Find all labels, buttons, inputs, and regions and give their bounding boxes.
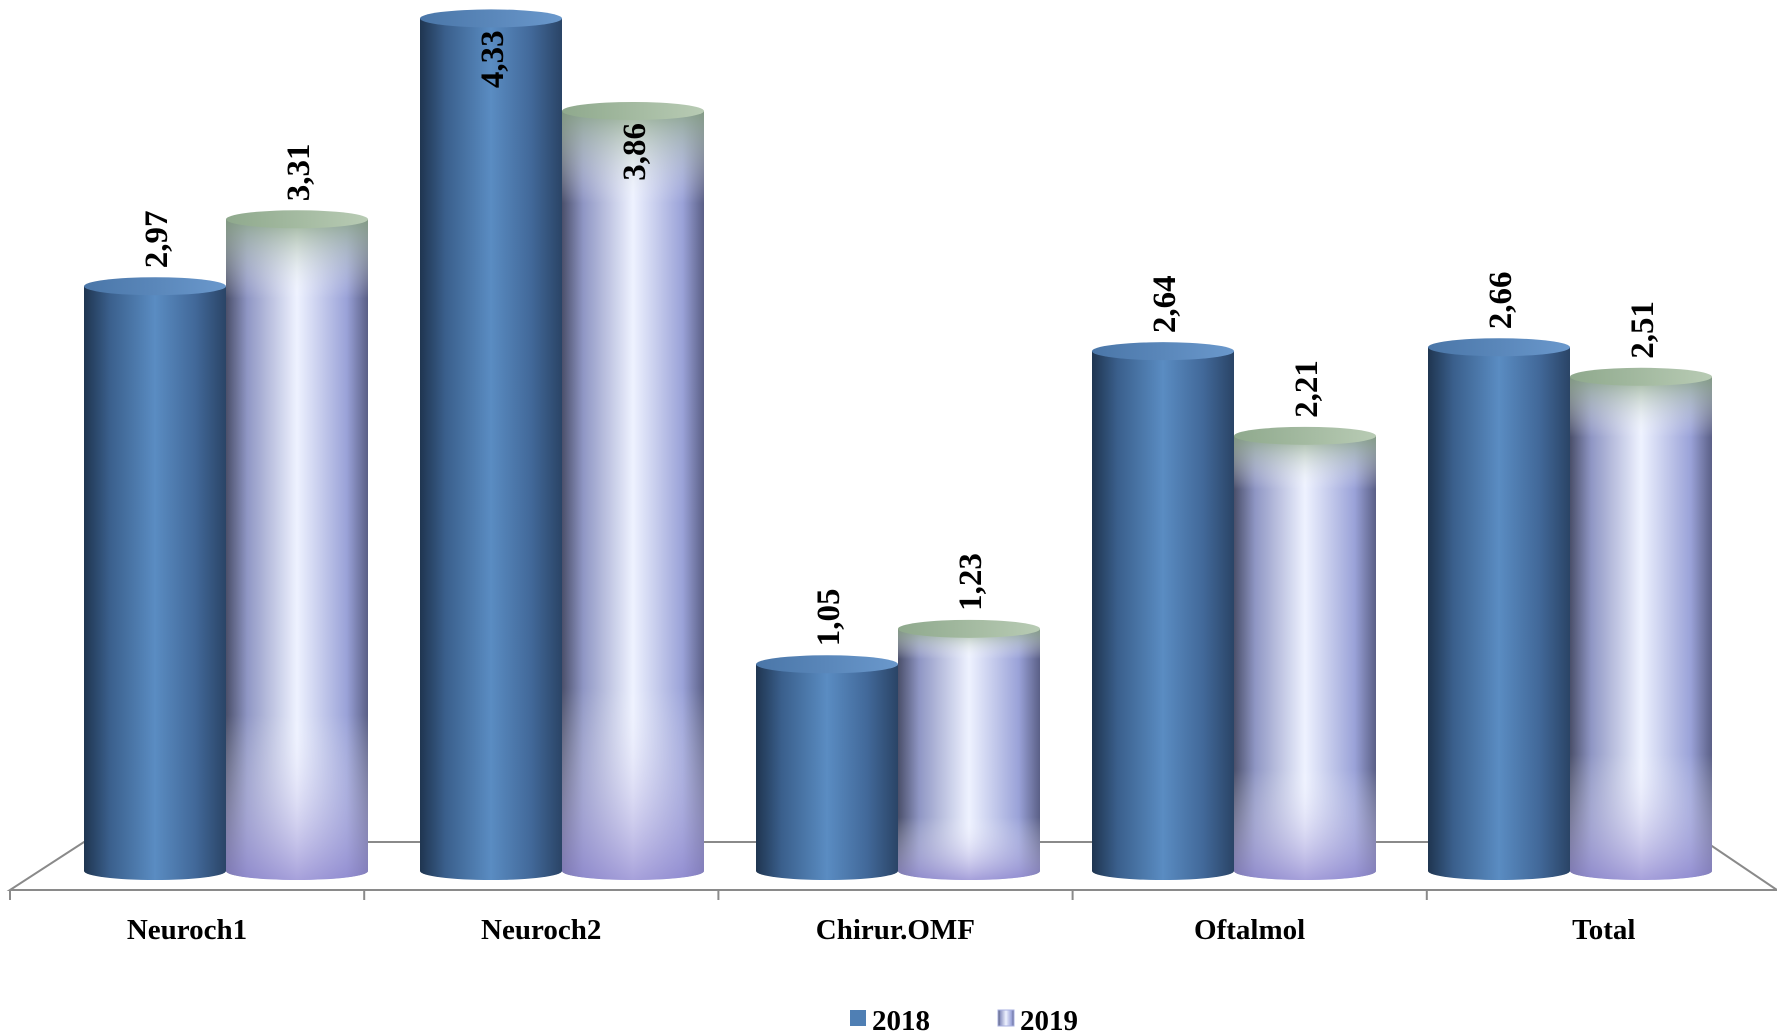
legend: 2018 2019	[850, 1005, 1078, 1033]
data-label-2018-oftalmol: 2,64	[1147, 275, 1183, 333]
data-label-2019-chirur-omf: 1,23	[953, 553, 989, 611]
bar-top	[1570, 367, 1712, 386]
data-label-2018-neuroch1: 2,97	[139, 210, 175, 268]
bar-body	[84, 286, 226, 880]
category-label-neuroch1: Neuroch1	[127, 914, 247, 946]
data-label-2018-chirur-omf: 1,05	[811, 589, 847, 647]
category-labels: Neuroch1 Neuroch2 Chirur.OMF Oftalmol Total	[127, 914, 1636, 946]
bar-body	[1428, 347, 1570, 880]
bar-body-shade	[562, 110, 704, 880]
bar-2018-chirur-omf	[756, 655, 898, 880]
bar-top	[84, 277, 226, 296]
bar-2019-total	[1570, 367, 1712, 880]
bar-top	[898, 619, 1040, 638]
data-label-2019-neuroch1: 3,31	[281, 144, 317, 202]
data-label-2019-total: 2,51	[1625, 301, 1661, 359]
bar-2019-chirur-omf	[898, 619, 1040, 880]
data-label-2018-total: 2,66	[1483, 271, 1519, 329]
bar-top	[1428, 338, 1570, 357]
category-label-chirur-omf: Chirur.OMF	[816, 914, 975, 946]
bar-2019-neuroch1	[226, 210, 368, 880]
bar-top	[756, 655, 898, 674]
bar-body	[1092, 351, 1234, 881]
data-label-2018-neuroch2: 4,33	[475, 30, 511, 88]
bar-body-shade	[898, 628, 1040, 880]
bar-top	[1234, 426, 1376, 445]
legend-label-2019: 2019	[1020, 1005, 1078, 1033]
bar-body-shade	[226, 219, 368, 880]
bar-2019-neuroch2	[562, 101, 704, 880]
legend-swatch-2019	[997, 1009, 1015, 1027]
bar-top	[420, 9, 562, 28]
bar-body	[420, 18, 562, 881]
bar-body	[756, 664, 898, 880]
bar-2019-oftalmol	[1234, 426, 1376, 880]
category-label-total: Total	[1572, 914, 1635, 946]
bar-body-shade	[1570, 376, 1712, 880]
legend-swatch-2018	[850, 1010, 866, 1026]
category-ticks	[9, 890, 1428, 900]
bar-top	[226, 210, 368, 229]
bar-top	[1092, 342, 1234, 361]
bars	[84, 9, 1712, 881]
data-label-2019-neuroch2: 3,86	[617, 123, 653, 181]
bar-2018-neuroch1	[84, 277, 226, 880]
bar-2018-total	[1428, 338, 1570, 880]
bar-top	[562, 101, 704, 120]
bar-2018-neuroch2	[420, 9, 562, 881]
bar-2018-oftalmol	[1092, 342, 1234, 881]
bar-body-shade	[1234, 435, 1376, 880]
data-labels: 2,97 3,31 4,33 3,86 1,05 1,23 2,64 2,21 2,66 2,51	[139, 30, 1661, 646]
data-label-2019-oftalmol: 2,21	[1289, 360, 1325, 418]
category-label-neuroch2: Neuroch2	[481, 914, 601, 946]
category-label-oftalmol: Oftalmol	[1194, 914, 1305, 946]
legend-label-2018: 2018	[872, 1005, 930, 1033]
